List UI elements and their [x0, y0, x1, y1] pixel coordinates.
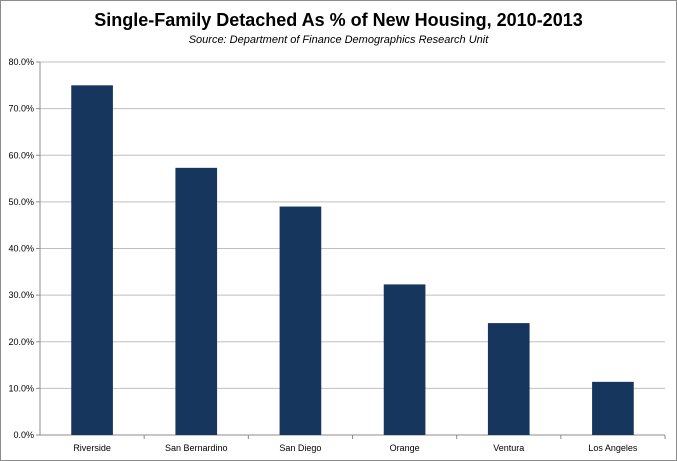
- y-tick-label: 60.0%: [8, 150, 34, 160]
- y-tick-label: 0.0%: [13, 430, 34, 440]
- x-tick-label: Riverside: [73, 443, 111, 453]
- y-tick-label: 20.0%: [8, 337, 34, 347]
- chart-subtitle: Source: Department of Finance Demographi…: [188, 34, 489, 46]
- x-tick-label: Ventura: [493, 443, 524, 453]
- x-tick-label: San Bernardino: [165, 443, 228, 453]
- bar: [383, 284, 426, 435]
- bar: [592, 381, 634, 435]
- y-tick-label: 70.0%: [8, 104, 34, 114]
- y-tick-label: 30.0%: [8, 290, 34, 300]
- y-tick-label: 10.0%: [8, 383, 34, 393]
- x-tick-label: Orange: [390, 443, 420, 453]
- x-tick-label: San Diego: [279, 443, 321, 453]
- x-tick-label: Los Angeles: [588, 443, 638, 453]
- chart-title: Single-Family Detached As % of New Housi…: [94, 10, 583, 30]
- y-tick-label: 40.0%: [8, 244, 34, 254]
- bar: [279, 206, 322, 435]
- bar: [175, 167, 218, 435]
- bar: [487, 323, 530, 435]
- y-tick-label: 50.0%: [8, 197, 34, 207]
- bar: [71, 85, 113, 435]
- y-tick-label: 80.0%: [8, 57, 34, 67]
